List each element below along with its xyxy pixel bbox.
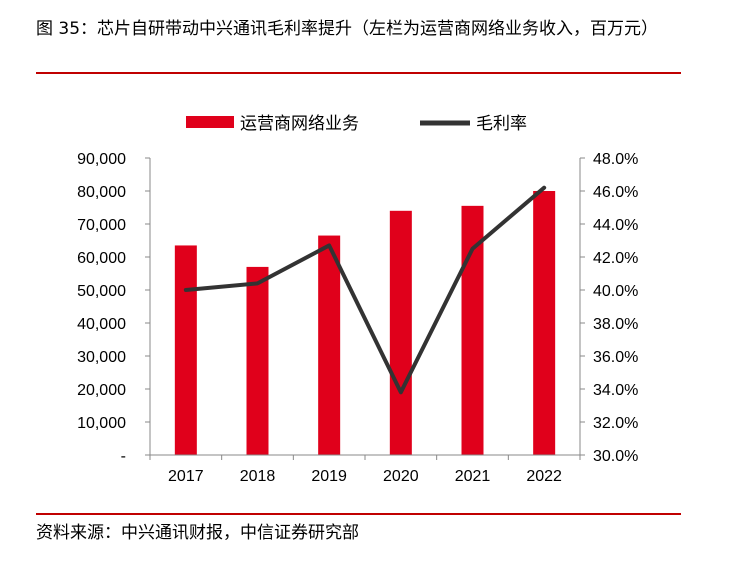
x-tick-label: 2017 xyxy=(168,468,204,485)
legend-bar-swatch xyxy=(186,116,234,128)
x-tick-label: 2022 xyxy=(526,468,562,485)
right-tick-label: 42.0% xyxy=(593,250,638,267)
source-note: 资料来源：中兴通讯财报，中信证券研究部 xyxy=(36,523,359,543)
line-point xyxy=(400,391,402,393)
x-axis-ticks: 2017 2018 2019 2020 2021 2022 xyxy=(168,468,562,485)
right-tick-label: 36.0% xyxy=(593,349,638,366)
left-axis-ticks: - 10,000 20,000 30,000 40,000 50,000 60,000 70,… xyxy=(77,151,126,465)
bar xyxy=(246,266,269,455)
bar xyxy=(389,210,412,455)
x-tick-label: 2018 xyxy=(240,468,276,485)
right-tick-label: 30.0% xyxy=(593,448,638,465)
line-point xyxy=(543,187,545,189)
left-tick-label: 20,000 xyxy=(77,382,126,399)
left-tick-label: 80,000 xyxy=(77,184,126,201)
title-divider xyxy=(36,72,681,74)
line-point xyxy=(472,248,473,250)
x-tick-label: 2021 xyxy=(455,468,491,485)
axes xyxy=(145,157,585,460)
legend-bar-label: 运营商网络业务 xyxy=(240,114,359,134)
x-tick-label: 2019 xyxy=(311,468,347,485)
line-point xyxy=(185,289,187,291)
left-tick-label: 30,000 xyxy=(77,349,126,366)
left-tick-label: 40,000 xyxy=(77,316,126,333)
right-tick-label: 38.0% xyxy=(593,316,638,333)
line-point xyxy=(257,282,258,284)
left-tick-label: 90,000 xyxy=(77,151,126,168)
left-tick-label: 10,000 xyxy=(77,415,126,432)
bar-series xyxy=(174,191,556,455)
left-tick-label: 60,000 xyxy=(77,250,126,267)
legend-line-label: 毛利率 xyxy=(476,114,527,134)
bar xyxy=(533,191,556,455)
right-tick-label: 48.0% xyxy=(593,151,638,168)
legend: 运营商网络业务 毛利率 xyxy=(186,114,527,134)
left-tick-label: 70,000 xyxy=(77,217,126,234)
footer-divider xyxy=(36,513,681,515)
left-tick-label: - xyxy=(121,448,126,465)
right-tick-label: 46.0% xyxy=(593,184,638,201)
right-tick-label: 34.0% xyxy=(593,382,638,399)
bar xyxy=(174,245,197,455)
margin-line xyxy=(183,185,547,395)
right-tick-label: 44.0% xyxy=(593,217,638,234)
right-tick-label: 40.0% xyxy=(593,283,638,300)
right-axis-ticks: 30.0% 32.0% 34.0% 36.0% 38.0% 40.0% 42.0% 44.0%… xyxy=(593,151,638,465)
left-tick-label: 50,000 xyxy=(77,283,126,300)
bar xyxy=(461,205,484,455)
chart-title: 图 35：芯片自研带动中兴通讯毛利率提升（左栏为运营商网络业务收入，百万元） xyxy=(36,19,659,39)
right-tick-label: 32.0% xyxy=(593,415,638,432)
x-tick-label: 2020 xyxy=(383,468,419,485)
line-point xyxy=(328,244,330,246)
line-series xyxy=(183,185,547,395)
bar xyxy=(318,235,341,455)
